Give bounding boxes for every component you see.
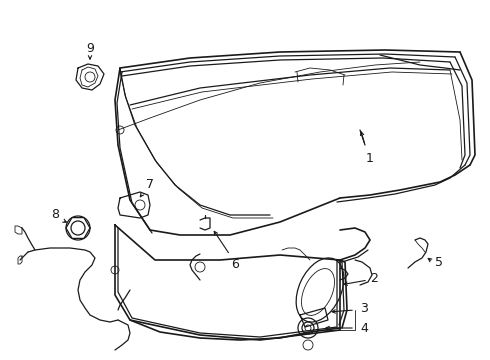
Text: 1: 1 [366,152,374,165]
Text: 2: 2 [370,271,378,284]
Text: 7: 7 [146,179,154,192]
Text: 4: 4 [360,321,368,334]
Text: 3: 3 [360,302,368,315]
Text: 5: 5 [435,256,443,269]
Text: 8: 8 [51,208,59,221]
Text: 9: 9 [86,41,94,54]
Text: 6: 6 [231,258,239,271]
